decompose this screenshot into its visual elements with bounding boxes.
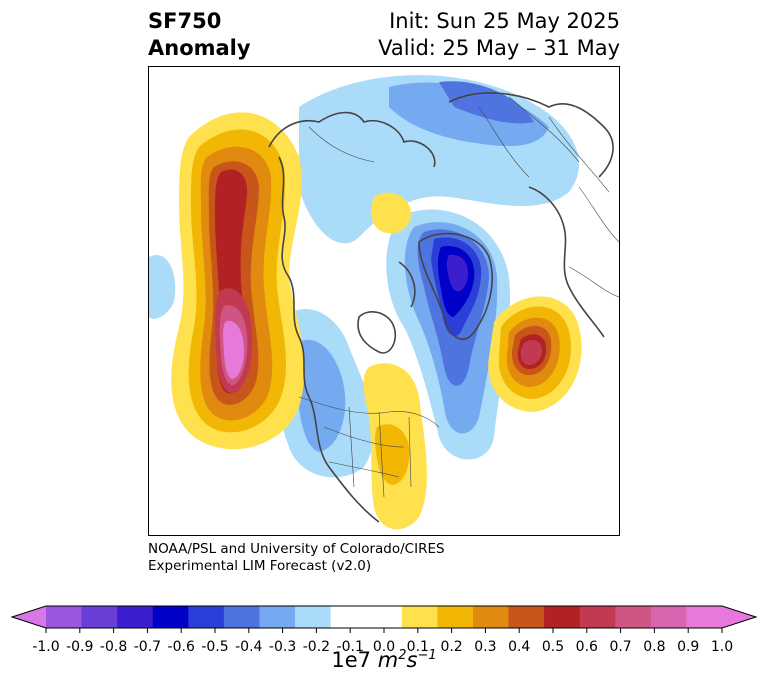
- units-m-exp: 2: [398, 648, 407, 663]
- colorbar-segments: [46, 606, 723, 628]
- colorbar-tick-label: -1.0: [32, 639, 59, 655]
- colorbar-over-arrow: [722, 606, 756, 628]
- credit: NOAA/PSL and University of Colorado/CIRE…: [148, 541, 445, 575]
- colorbar-segment: [401, 606, 438, 628]
- colorbar-segment: [330, 606, 367, 628]
- colorbar-outline: [10, 605, 758, 629]
- colorbar-units: 1e7 m2s−1: [0, 648, 768, 672]
- colorbar-segment: [46, 606, 83, 628]
- colorbar-ticks: -1.0 -0.9 -0.8 -0.7 -0.6 -0.5 -0.4 -0.3 -0.2 -0.1…: [32, 628, 733, 655]
- political-borders: [298, 96, 619, 498]
- colorbar-segment: [295, 606, 332, 628]
- title-left: SF750 Anomaly: [148, 8, 251, 62]
- positive-anomaly-northeast-pacific: [171, 112, 305, 450]
- units-prefix: 1e7: [331, 648, 372, 672]
- colorbar-segment: [152, 606, 189, 628]
- colorbar-tick-label: -0.3: [269, 639, 296, 655]
- title-right: Init: Sun 25 May 2025 Valid: 25 May – 31…: [378, 8, 620, 62]
- init-date: Init: Sun 25 May 2025: [389, 9, 620, 33]
- field-title: Anomaly: [148, 36, 251, 60]
- colorbar-segment: [472, 606, 510, 628]
- negative-anomaly-greenland: [386, 209, 511, 460]
- colorbar-segment: [615, 606, 652, 628]
- colorbar: -1.0 -0.9 -0.8 -0.7 -0.6 -0.5 -0.4 -0.3 -0.2 -0.1…: [10, 605, 758, 655]
- colorbar-segment: [81, 606, 118, 628]
- colorbar-under-arrow: [12, 606, 46, 628]
- colorbar-tick-label: 0.6: [576, 639, 598, 655]
- colorbar-tick-label: -0.4: [235, 639, 262, 655]
- colorbar-tick-label: -0.5: [201, 639, 228, 655]
- colorbar-segment: [437, 606, 474, 628]
- colorbar-segment: [188, 606, 225, 628]
- units-s: s: [406, 648, 418, 672]
- coastlines: [268, 92, 614, 523]
- colorbar-tick-label: -0.8: [100, 639, 127, 655]
- colorbar-segment: [650, 606, 687, 628]
- units-m: m: [377, 648, 399, 672]
- positive-anomaly-north-atlantic: [488, 296, 582, 412]
- colorbar-segment: [579, 606, 616, 628]
- credit-line-1: NOAA/PSL and University of Colorado/CIRE…: [148, 541, 445, 557]
- colorbar-segment: [366, 606, 403, 628]
- colorbar-tick-label: -0.1: [337, 639, 364, 655]
- anomaly-map: [148, 66, 620, 536]
- colorbar-tick-label: -0.2: [303, 639, 330, 655]
- colorbar-tick-label: -0.7: [134, 639, 161, 655]
- credit-line-2: Experimental LIM Forecast (v2.0): [148, 558, 372, 574]
- colorbar-tick-label: 1.0: [711, 639, 733, 655]
- colorbar-segment: [223, 606, 260, 628]
- colorbar-tick-label: 0.9: [677, 639, 699, 655]
- positive-anomaly-siberia: [371, 192, 412, 234]
- valid-range: Valid: 25 May – 31 May: [378, 36, 620, 60]
- colorbar-tick-label: -0.9: [66, 639, 93, 655]
- colorbar-segment: [259, 606, 296, 628]
- colorbar-segment: [686, 606, 723, 628]
- colorbar-tick-label: 0.8: [643, 639, 665, 655]
- map-svg: [149, 75, 619, 530]
- colorbar-tick-label: 0.0: [373, 639, 395, 655]
- colorbar-tick-label: 0.4: [508, 639, 530, 655]
- colorbar-segment: [544, 606, 581, 628]
- variable-title: SF750: [148, 9, 222, 33]
- positive-anomaly-central-north-america: [363, 363, 427, 530]
- units-s-exp: −1: [417, 648, 437, 663]
- colorbar-tick-label: 0.5: [542, 639, 564, 655]
- colorbar-tick-label: 0.7: [609, 639, 631, 655]
- negative-anomaly-eurasia: [299, 75, 579, 244]
- colorbar-tick-label: -0.6: [168, 639, 195, 655]
- colorbar-segment: [117, 606, 154, 628]
- colorbar-tick-label: 0.3: [474, 639, 496, 655]
- colorbar-tick-label: 0.2: [440, 639, 462, 655]
- colorbar-segment: [508, 606, 545, 628]
- colorbar-tick-label: 0.1: [407, 639, 429, 655]
